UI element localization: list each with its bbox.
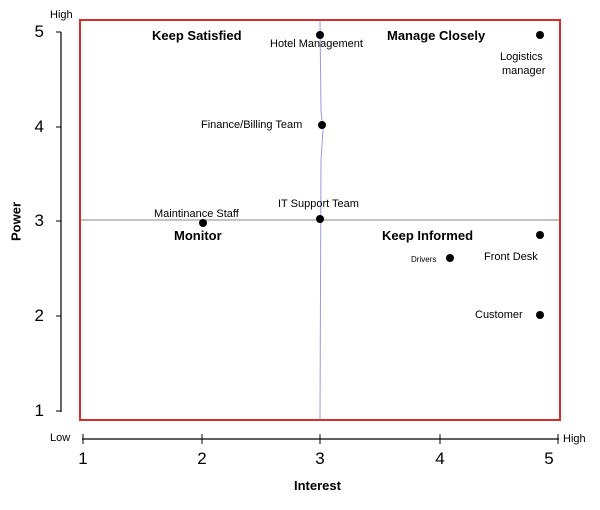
- x-axis-low-label: Low: [50, 432, 71, 444]
- stakeholder-label: Maintinance Staff: [154, 208, 239, 220]
- stakeholder-label: Front Desk: [484, 251, 538, 263]
- vertical-divider: [319, 19, 324, 421]
- y-axis-title: Power: [8, 202, 24, 242]
- stakeholder-point[interactable]: [536, 311, 544, 319]
- y-tick-label: 2: [34, 306, 44, 325]
- stakeholder-point[interactable]: [446, 254, 454, 262]
- x-axis-title: Interest: [294, 478, 341, 493]
- stakeholder-point[interactable]: [316, 215, 324, 223]
- stakeholder-label: Customer: [475, 309, 523, 321]
- x-tick-label: 4: [435, 449, 445, 468]
- x-tick-label: 1: [78, 449, 88, 468]
- y-tick-label: 1: [34, 401, 44, 420]
- stakeholder-label: Hotel Management: [270, 38, 363, 50]
- x-tick-label: 2: [197, 449, 207, 468]
- stakeholder-label: IT Support Team: [278, 198, 359, 210]
- y-tick-label: 4: [34, 117, 44, 136]
- stakeholder-point[interactable]: [536, 31, 544, 39]
- x-axis-high-label: High: [563, 433, 586, 445]
- matrix-frame: [79, 19, 561, 421]
- quadrant-manage-closely: Manage Closely: [387, 28, 486, 43]
- stakeholder-label: Finance/Billing Team: [201, 119, 303, 131]
- y-tick-label: 3: [34, 211, 44, 230]
- y-axis-high-label: High: [50, 9, 73, 21]
- stakeholder-point[interactable]: [199, 219, 207, 227]
- stakeholder-point[interactable]: [536, 231, 544, 239]
- x-tick-label: 5: [544, 449, 554, 468]
- x-tick-label: 3: [315, 449, 325, 468]
- stakeholder-label: Logistics: [500, 51, 543, 63]
- y-tick-label: 5: [34, 22, 44, 41]
- quadrant-keep-satisfied: Keep Satisfied: [152, 28, 242, 43]
- stakeholder-point[interactable]: [318, 121, 326, 129]
- stakeholder-point[interactable]: [316, 31, 324, 39]
- quadrant-monitor: Monitor: [174, 228, 222, 243]
- stakeholder-label: manager: [502, 65, 546, 77]
- stakeholder-label: Drivers: [411, 255, 437, 264]
- quadrant-keep-informed: Keep Informed: [382, 228, 474, 243]
